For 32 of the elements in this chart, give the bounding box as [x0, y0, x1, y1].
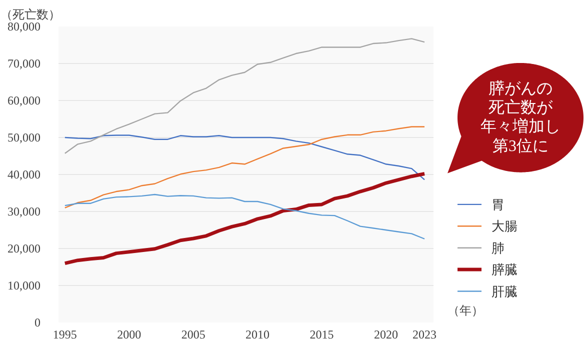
y-tick-label: 0 [34, 316, 40, 330]
y-tick-label: 70,000 [8, 56, 40, 70]
y-tick-label: 20,000 [8, 242, 40, 256]
text: 死亡数が [488, 98, 554, 117]
text: 年々増加し [480, 118, 560, 136]
y-tick-label: 80,000 [8, 20, 40, 34]
line-series [64, 134, 426, 180]
legend-label: 大腸 [492, 218, 518, 234]
y-tick-label: 30,000 [8, 204, 40, 218]
legend-label: 胃 [492, 196, 504, 212]
text: 膵がんの [488, 80, 552, 98]
legend-label: 膵臓 [492, 262, 518, 278]
x-tick-label: 2010 [246, 328, 270, 341]
y-tick-label: 50,000 [8, 130, 40, 144]
legend-label: 肝臓 [492, 284, 518, 299]
x-tick-label: 2005 [181, 328, 206, 341]
y-axis-title: （死亡数） [0, 8, 60, 22]
x-tick-label: 2015 [310, 328, 334, 341]
y-tick-label: 40,000 [8, 168, 40, 182]
legend-label: 肺 [492, 240, 504, 256]
y-tick-label: 60,000 [8, 94, 40, 108]
x-tick-label: 1995 [52, 328, 77, 341]
line-series [64, 38, 426, 154]
y-tick-label: 10,000 [8, 278, 40, 292]
x-tick-label: 2023 [412, 328, 437, 341]
x-tick-label: 2000 [117, 328, 142, 341]
text: 第3位に [492, 138, 548, 155]
line-series [64, 194, 426, 240]
line-series [63, 172, 426, 266]
line-series [64, 126, 426, 208]
x-tick-label: 2020 [374, 328, 398, 341]
x-axis-title: （年） [448, 303, 484, 318]
